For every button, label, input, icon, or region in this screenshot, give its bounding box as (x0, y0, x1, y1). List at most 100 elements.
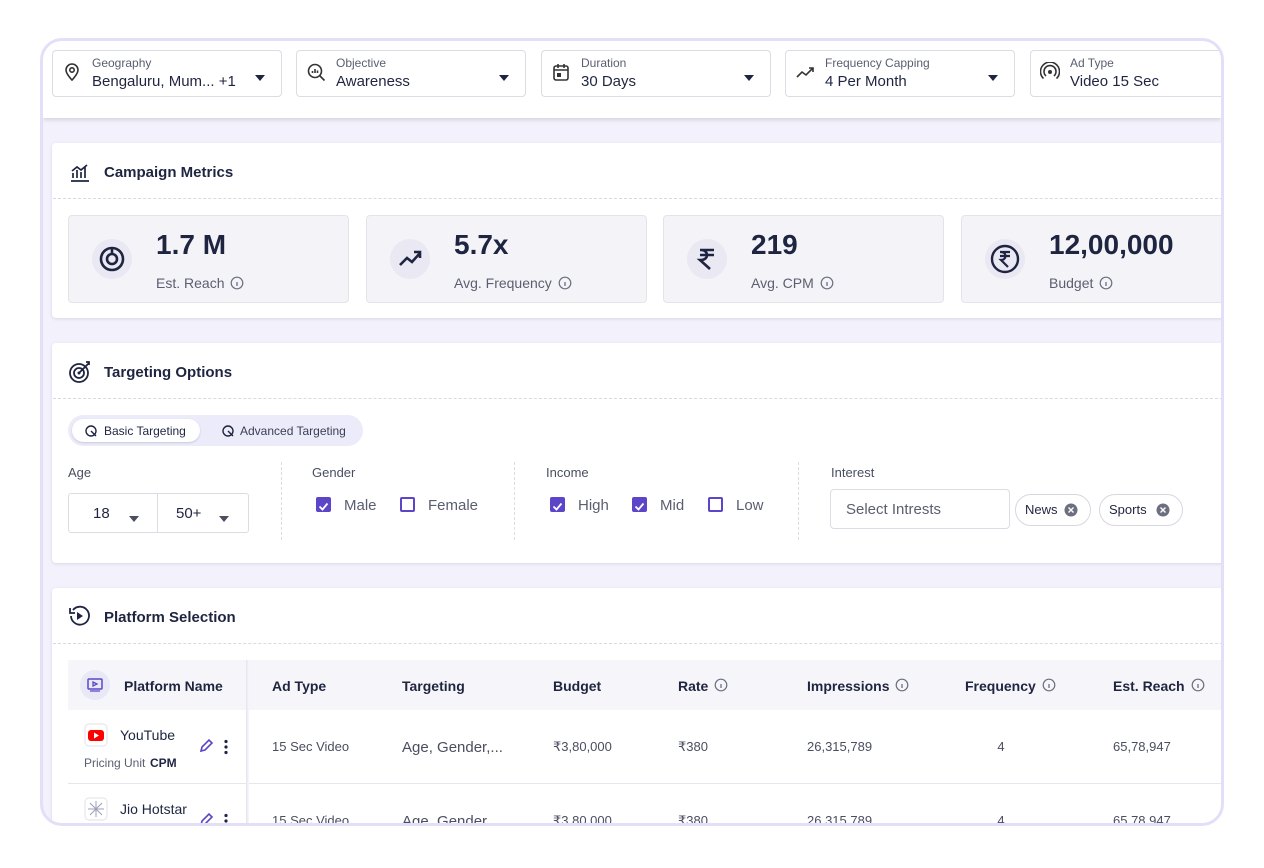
filter-icon (795, 62, 815, 82)
tag-label: News (1025, 502, 1058, 517)
platform-logo (84, 723, 108, 747)
filter-dropdown[interactable] (541, 50, 771, 97)
tab-icon (84, 424, 98, 438)
edit-icon[interactable] (198, 812, 214, 823)
interest-placeholder: Select Intrests (846, 501, 942, 518)
filter-label: Duration (581, 56, 627, 70)
checkbox-label[interactable]: High (578, 497, 609, 514)
filter-icon-svg (553, 64, 569, 81)
metric-icon-svg (687, 239, 727, 279)
metric-value: 1.7 M (156, 229, 227, 260)
info-icon-svg (1191, 678, 1204, 692)
metric-icon (687, 239, 727, 279)
info-icon (1099, 276, 1113, 290)
tab-label[interactable]: Basic Targeting (104, 424, 186, 438)
checkbox[interactable] (550, 497, 565, 512)
interest-tag[interactable] (1015, 494, 1091, 526)
column-divider (798, 462, 799, 540)
table-cell: Age, Gender,... (402, 739, 503, 756)
table-cell: ₹380 (678, 813, 708, 826)
info-icon (895, 678, 909, 692)
info-icon (1191, 678, 1205, 692)
edit-icon-svg (200, 812, 214, 823)
table-header-bg (68, 660, 1221, 710)
pricing-unit: CPM (150, 756, 177, 770)
table-cell: 65,78,947 (1113, 739, 1171, 754)
age-select[interactable] (68, 493, 160, 533)
filter-icon-svg (796, 67, 814, 78)
tab-icon (221, 424, 235, 438)
more-icon[interactable] (222, 813, 230, 823)
checkbox-label[interactable]: Female (428, 497, 479, 514)
column-header: Est. Reach (1113, 678, 1185, 694)
info-icon-svg (231, 276, 244, 290)
filter-dropdown[interactable] (52, 50, 282, 97)
checkbox[interactable] (400, 497, 415, 512)
divider (53, 643, 1221, 644)
filter-label: Objective (336, 56, 387, 70)
platform-name: Jio Hotstar (120, 801, 187, 817)
check-mark (318, 502, 329, 511)
filter-dropdown[interactable] (1030, 50, 1221, 97)
info-icon (714, 678, 728, 692)
table-cell: 4 (997, 739, 1005, 754)
filter-icon-svg (1039, 61, 1061, 80)
column-header: Platform Name (124, 678, 223, 694)
edit-icon[interactable] (198, 738, 214, 754)
field-label: Age (68, 465, 92, 480)
tag-remove[interactable] (1156, 503, 1170, 517)
info-icon-svg (714, 678, 728, 692)
metric-value: 219 (751, 229, 798, 260)
filter-value: 4 Per Month (825, 73, 907, 90)
filter-icon-svg (307, 63, 326, 82)
metric-label: Avg. CPM (751, 275, 814, 291)
info-icon-svg (820, 276, 834, 290)
platform-header-icon (80, 670, 110, 700)
filter-value: 30 Days (581, 73, 637, 90)
filter-dropdown[interactable] (785, 50, 1015, 97)
metric-value: 12,00,000 (1049, 229, 1174, 260)
caret (254, 69, 266, 81)
metric-value: 5.7x (454, 229, 509, 260)
table-cell: ₹380 (678, 739, 708, 754)
filter-value: Video 15 Sec (1070, 73, 1159, 90)
platform-icon (68, 605, 90, 627)
column-divider (281, 462, 282, 540)
caret-svg (988, 75, 998, 81)
filter-dropdown[interactable] (296, 50, 526, 97)
metric-label: Est. Reach (156, 275, 225, 291)
platform-name: YouTube (120, 727, 176, 743)
metric-icon-svg (92, 239, 132, 279)
targeting-icon-svg (69, 361, 90, 383)
filter-icon-svg (65, 63, 79, 82)
field-label: Gender (312, 465, 356, 480)
checkbox-label[interactable]: Mid (660, 497, 685, 514)
more-icon[interactable] (222, 739, 230, 755)
tag-remove[interactable] (1064, 503, 1078, 517)
info-icon (1042, 678, 1056, 692)
tab-active[interactable] (72, 419, 200, 442)
column-header: Frequency (965, 678, 1036, 694)
checkbox[interactable] (632, 497, 647, 512)
checkbox-label[interactable]: Male (344, 497, 377, 514)
info-icon (820, 276, 834, 290)
checkbox[interactable] (316, 497, 331, 512)
pricing-unit-label: Pricing Unit (84, 756, 146, 770)
age-select[interactable] (157, 493, 249, 533)
metric-icon (390, 239, 430, 279)
card-title: Campaign Metrics (104, 164, 234, 181)
tab-icon-svg (222, 425, 234, 437)
more-icon-svg (224, 739, 228, 755)
age-max: 50+ (176, 505, 202, 522)
interest-input[interactable] (830, 489, 1010, 529)
card-title: Targeting Options (104, 364, 233, 381)
filter-icon (1039, 61, 1061, 82)
checkbox-label[interactable]: Low (736, 497, 764, 514)
table-cell: 15 Sec Video (272, 813, 350, 826)
column-header: Budget (553, 678, 602, 694)
caret (743, 69, 755, 81)
column-divider (514, 462, 515, 540)
tab-label[interactable]: Advanced Targeting (240, 424, 346, 438)
checkbox[interactable] (708, 497, 723, 512)
info-icon (558, 276, 572, 290)
